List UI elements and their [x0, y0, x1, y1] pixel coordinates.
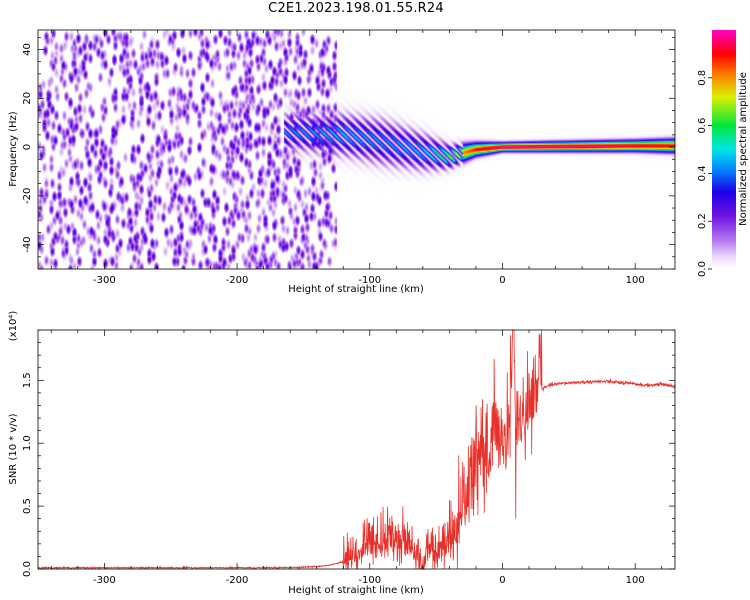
- spectrogram-heatmap: [38, 30, 675, 269]
- colorbar-tick-label: 0.2: [697, 213, 708, 229]
- snr-y-tick-label: 1.5: [22, 372, 33, 388]
- spectrogram-frame: [37, 29, 676, 270]
- snr-frame: [37, 329, 676, 570]
- colorbar: 0.0 0.2 0.4 0.6 0.8 Normalized spectral ampl…: [697, 30, 749, 277]
- colorbar-tick-label: 0.0: [697, 261, 708, 277]
- colorbar-tick-label: 0.8: [697, 70, 708, 86]
- spectrogram-x-tick-label: 0: [499, 275, 505, 286]
- spectrogram-y-tick-label: 20: [22, 92, 33, 105]
- snr-y-tick-label: 0.0: [22, 561, 33, 577]
- colorbar-tick-label: 0.4: [697, 165, 708, 181]
- spectrogram-x-tick-label: -200: [226, 275, 249, 286]
- snr-axes: -300 -200 -100 0 100 0.0 0.5 1.0 1.5: [22, 329, 676, 586]
- spectrogram-x-tick-label: -100: [358, 275, 381, 286]
- snr-x-tick-label: -200: [226, 575, 249, 586]
- spectrogram-x-tick-label: -300: [93, 275, 116, 286]
- spectrogram-y-axis-label: Frequency (Hz): [8, 111, 19, 187]
- snr-x-tick-label: 0: [499, 575, 505, 586]
- colorbar-ticks: 0.0 0.2 0.4 0.6 0.8: [697, 70, 712, 277]
- snr-line-series: [37, 329, 676, 571]
- snr-panel: -300 -200 -100 0 100 0.0 0.5 1.0 1.5 Height of s…: [8, 311, 676, 596]
- snr-y-axis-label: SNR (10 * v/v): [8, 413, 19, 484]
- spectrogram-y-tick-label: 40: [22, 43, 33, 56]
- snr-y-tick-label: 0.5: [22, 498, 33, 514]
- spectrogram-x-axis-label: Height of straight line (km): [288, 284, 424, 295]
- snr-y-tick-label: 1.0: [22, 435, 33, 451]
- colorbar-tick-label: 0.6: [697, 118, 708, 134]
- snr-x-tick-label: -300: [93, 575, 116, 586]
- spectrogram-y-tick-label: 0: [22, 144, 33, 150]
- snr-x-tick-label: 100: [626, 575, 645, 586]
- spectrogram-x-tick-label: 100: [626, 275, 645, 286]
- spectrogram-y-tick-label: -20: [22, 188, 33, 204]
- snr-scale-label: (x10⁴): [8, 311, 19, 342]
- snr-x-axis-label: Height of straight line (km): [288, 585, 424, 596]
- colorbar-gradient: [712, 30, 736, 269]
- spectrogram-y-tick-label: -40: [22, 236, 33, 252]
- colorbar-label: Normalized spectral amplitude: [738, 72, 749, 226]
- figure-title: C2E1.2023.198.01.55.R24: [268, 1, 444, 16]
- snr-x-tick-label: -100: [358, 575, 381, 586]
